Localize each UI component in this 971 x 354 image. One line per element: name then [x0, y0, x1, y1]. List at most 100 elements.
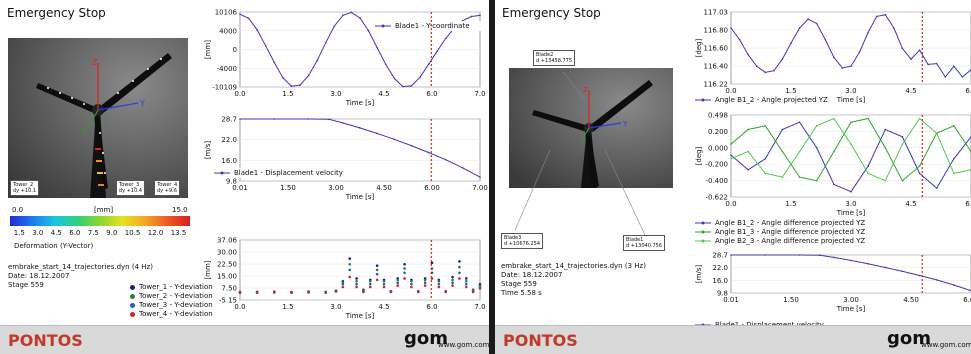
data-point — [403, 267, 406, 270]
data-point — [273, 61, 276, 64]
data-point — [833, 150, 835, 153]
data-point — [910, 58, 912, 60]
legend-label: Blade1 - Y-coordinate — [395, 22, 470, 30]
data-point — [367, 30, 370, 32]
x-axis-label: Time [s] — [345, 99, 375, 107]
data-point — [348, 257, 352, 260]
x-tick-label: 1.5 — [785, 87, 796, 95]
data-point — [953, 125, 955, 127]
y-tick-label: -0.200 — [705, 161, 728, 169]
right-panel: Emergency Stop Z Y Blade2 d +1345 — [495, 0, 971, 354]
data-point — [239, 13, 241, 16]
legend-marker — [701, 239, 705, 243]
gom-url[interactable]: www.gom.com — [438, 341, 489, 349]
data-point — [299, 84, 301, 86]
data-point — [403, 262, 406, 266]
data-point — [927, 63, 929, 66]
data-point — [355, 277, 358, 280]
z-axis-label: Z — [92, 58, 98, 67]
gom-url[interactable]: www.gom.com — [921, 341, 971, 349]
data-point — [833, 117, 835, 120]
x-axis-label: Time [s] — [345, 312, 375, 320]
data-point — [410, 285, 413, 289]
legend-item: Tower_1 - Y-deviation — [130, 283, 213, 291]
x-tick-label: 0.0 — [234, 90, 245, 98]
data-point — [935, 187, 938, 189]
data-point — [423, 278, 427, 282]
data-point — [850, 259, 852, 262]
data-point — [479, 14, 481, 17]
data-point — [362, 290, 365, 294]
y-tick-label: 117.03 — [704, 9, 729, 17]
data-point — [918, 172, 921, 175]
x-axis-label: Time [s] — [836, 209, 866, 217]
x-tick-label: 0.0 — [725, 200, 736, 208]
x-tick-label: 3.0 — [845, 200, 856, 208]
data-point — [282, 76, 284, 79]
x-tick-label: 7.00 — [472, 184, 488, 192]
y-tick-label: -0.400 — [705, 177, 728, 185]
y-tick-label: -5.15 — [219, 297, 237, 305]
y-tick-label: 0.000 — [708, 144, 728, 152]
y-axis-label: [deg] — [695, 38, 703, 57]
data-point — [884, 147, 887, 149]
colorbar — [10, 216, 190, 226]
data-point — [471, 290, 475, 294]
data-point — [238, 291, 242, 294]
data-point — [348, 275, 352, 279]
data-point — [798, 27, 801, 29]
callout-lines — [514, 71, 646, 236]
y-tick-label: 116.80 — [704, 27, 729, 35]
x-tick-label: 6.0 — [965, 87, 971, 95]
legend-label: Blade1 - Displacement velocity — [234, 169, 343, 177]
data-point — [255, 291, 259, 294]
data-point — [333, 25, 336, 27]
x-tick-label: 7.0 — [474, 90, 485, 98]
data-point — [944, 76, 947, 78]
data-point — [458, 265, 461, 269]
x-tick-label: 4.50 — [376, 184, 392, 192]
legend-marker — [701, 221, 705, 225]
x-tick-label: 3.00 — [843, 296, 859, 304]
data-point — [247, 17, 250, 20]
x-tick-label: 4.5 — [378, 90, 389, 98]
y-tick-label: -4000 — [217, 65, 237, 73]
data-point — [462, 19, 464, 22]
y-tick-label: 28.7 — [712, 252, 728, 260]
data-point — [375, 272, 379, 276]
y-axis-label: [m/s] — [695, 265, 703, 284]
data-point — [478, 287, 482, 290]
data-point — [867, 31, 869, 34]
data-point — [918, 165, 921, 167]
tower-tag-4: Tower_4 dy +9.6 — [154, 180, 181, 196]
data-point — [464, 282, 468, 286]
data-point — [901, 270, 904, 273]
panel-title: Emergency Stop — [7, 6, 106, 20]
data-point — [875, 15, 878, 18]
data-point — [730, 27, 732, 29]
data-point — [341, 122, 344, 124]
x-tick-label: 3.0 — [330, 303, 341, 311]
legend-marker — [381, 24, 385, 28]
y-tick-label: 9.8 — [717, 290, 728, 298]
data-point — [348, 268, 352, 272]
data-point — [382, 282, 386, 286]
x-tick-label: 0.0 — [234, 303, 245, 311]
data-point — [884, 266, 886, 269]
x-tick-label: 7.0 — [474, 303, 485, 311]
x-tick-label: 6.00 — [963, 296, 971, 304]
x-tick-label: 3.0 — [330, 90, 341, 98]
legend-label: Angle B1_2 - Angle projected YZ — [715, 96, 828, 104]
data-point — [264, 44, 267, 47]
data-point — [798, 150, 801, 153]
data-point — [416, 290, 420, 294]
data-point — [901, 179, 904, 182]
data-point — [307, 74, 310, 77]
data-point — [307, 118, 310, 120]
data-point — [341, 282, 345, 286]
data-point — [884, 128, 887, 131]
y-tick-label: 16.0 — [221, 157, 237, 165]
x-tick-label: 6.00 — [424, 184, 440, 192]
data-point — [350, 11, 353, 14]
